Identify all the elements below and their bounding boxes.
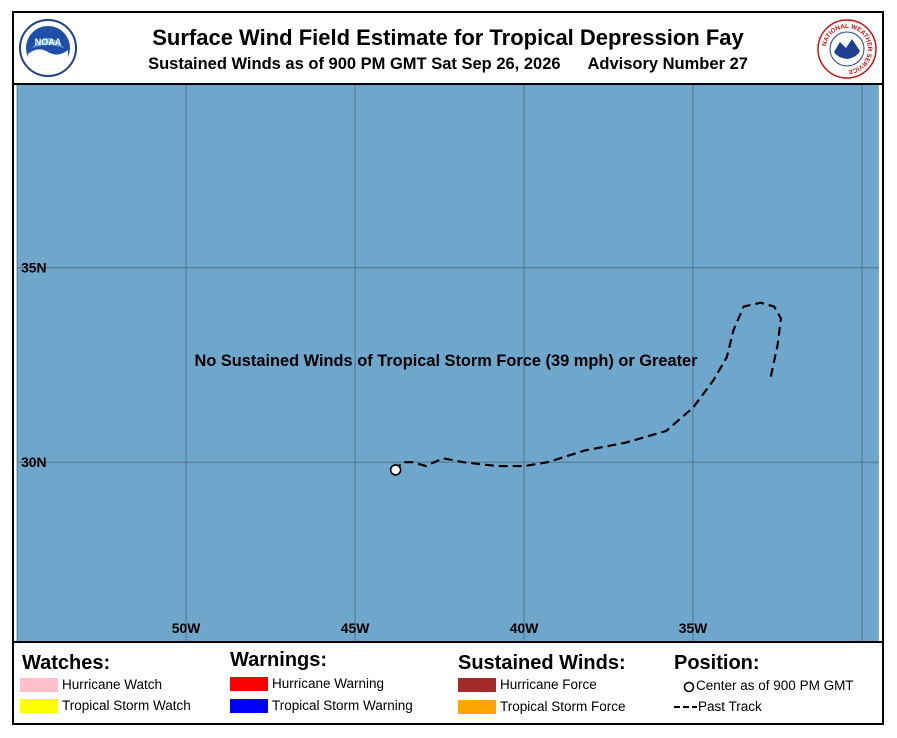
hurricane-force-swatch: [458, 678, 496, 692]
header: NOAA Surface Wind Field Estimate for Tro…: [14, 13, 882, 83]
hurricane-warning-label: Hurricane Warning: [272, 676, 385, 691]
subtitle-valid-time: Sustained Winds as of 900 PM GMT Sat Sep…: [148, 55, 561, 73]
past-track-line: [394, 301, 782, 471]
page-subtitle: Sustained Winds as of 900 PM GMT Sat Sep…: [14, 55, 882, 74]
legend-position-heading: Position:: [674, 652, 760, 674]
past-track-icon: [674, 706, 697, 708]
ocean-background: [17, 85, 879, 641]
legend: Watches: Hurricane Watch Tropical Storm …: [14, 643, 882, 723]
center-position-label: Center as of 900 PM GMT: [696, 678, 854, 693]
legend-winds-heading: Sustained Winds:: [458, 652, 626, 674]
legend-warnings-heading: Warnings:: [230, 649, 328, 671]
hurricane-watch-swatch: [20, 678, 58, 692]
no-tropical-storm-winds-message: No Sustained Winds of Tropical Storm For…: [195, 352, 699, 370]
lat-lon-grid: [16, 85, 879, 641]
past-track-layer: [389, 301, 782, 476]
latitude-labels: 35N 30N: [21, 260, 46, 470]
page-title: Surface Wind Field Estimate for Tropical…: [152, 25, 744, 50]
wind-field-map: 50W 45W 40W 35W 35N 30N No Sustained Winds o…: [14, 83, 882, 643]
tropical-storm-warning-swatch: [230, 699, 268, 713]
current-center-marker: [389, 464, 402, 476]
hurricane-force-label: Hurricane Force: [500, 677, 597, 692]
longitude-label: 40W: [510, 620, 539, 636]
noaa-logo-icon: NOAA: [19, 19, 77, 77]
tropical-storm-watch-label: Tropical Storm Watch: [62, 698, 191, 713]
nws-logo-icon: NATIONAL WEATHER SERVICE: [817, 19, 877, 79]
noaa-logo-text: NOAA: [35, 37, 62, 47]
subtitle-advisory: Advisory Number 27: [587, 55, 748, 73]
tropical-storm-force-swatch: [458, 700, 496, 714]
tropical-storm-watch-swatch: [20, 699, 58, 713]
center-position-icon: [683, 681, 695, 693]
hurricane-warning-swatch: [230, 677, 268, 691]
past-track-label: Past Track: [698, 699, 762, 714]
latitude-label: 30N: [21, 454, 46, 470]
legend-watches-heading: Watches:: [22, 652, 111, 674]
hurricane-watch-label: Hurricane Watch: [62, 677, 163, 692]
longitude-label: 35W: [679, 620, 708, 636]
longitude-labels: 50W 45W 40W 35W: [172, 620, 708, 636]
graphic-frame: NOAA Surface Wind Field Estimate for Tro…: [12, 11, 884, 725]
tropical-storm-warning-label: Tropical Storm Warning: [272, 698, 413, 713]
longitude-label: 50W: [172, 620, 201, 636]
tropical-storm-force-label: Tropical Storm Force: [500, 699, 626, 714]
longitude-label: 45W: [341, 620, 370, 636]
latitude-label: 35N: [21, 260, 46, 276]
